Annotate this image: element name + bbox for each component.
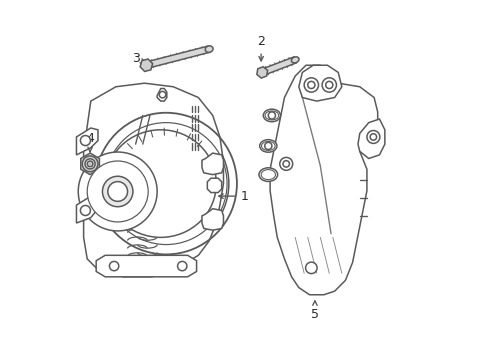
Ellipse shape: [262, 141, 275, 150]
Polygon shape: [202, 153, 223, 175]
Ellipse shape: [292, 57, 299, 63]
Ellipse shape: [105, 130, 216, 237]
Circle shape: [306, 262, 317, 274]
Circle shape: [280, 157, 293, 170]
Ellipse shape: [260, 140, 277, 152]
Ellipse shape: [259, 168, 278, 181]
Circle shape: [80, 206, 91, 216]
Text: 3: 3: [132, 51, 145, 64]
Polygon shape: [299, 65, 342, 101]
Ellipse shape: [108, 181, 127, 201]
Ellipse shape: [102, 176, 133, 207]
Circle shape: [159, 91, 166, 98]
Polygon shape: [84, 83, 223, 277]
Ellipse shape: [87, 161, 148, 222]
Circle shape: [87, 161, 93, 167]
Circle shape: [326, 81, 333, 89]
Ellipse shape: [261, 170, 275, 180]
Circle shape: [177, 261, 187, 271]
Polygon shape: [76, 196, 98, 223]
Circle shape: [85, 159, 95, 169]
Polygon shape: [270, 65, 378, 295]
Circle shape: [269, 112, 275, 119]
Ellipse shape: [263, 109, 280, 122]
Circle shape: [265, 142, 272, 149]
Polygon shape: [202, 209, 223, 230]
Ellipse shape: [265, 111, 279, 120]
Polygon shape: [96, 255, 196, 277]
Ellipse shape: [78, 152, 157, 231]
Polygon shape: [207, 178, 221, 193]
Text: 1: 1: [219, 190, 248, 203]
Text: 5: 5: [311, 301, 319, 321]
Text: 4: 4: [86, 132, 94, 152]
Text: 2: 2: [257, 35, 265, 61]
Circle shape: [370, 134, 377, 140]
Ellipse shape: [93, 117, 229, 250]
Polygon shape: [140, 59, 152, 72]
Polygon shape: [257, 67, 268, 78]
Polygon shape: [358, 119, 385, 158]
Polygon shape: [146, 46, 210, 68]
Circle shape: [308, 81, 315, 89]
Circle shape: [367, 131, 380, 143]
Polygon shape: [76, 128, 98, 155]
Circle shape: [109, 261, 119, 271]
Circle shape: [80, 135, 91, 145]
Circle shape: [283, 161, 290, 167]
Polygon shape: [261, 57, 296, 76]
Ellipse shape: [205, 46, 213, 53]
Circle shape: [304, 78, 319, 92]
Polygon shape: [157, 89, 167, 101]
Circle shape: [82, 156, 98, 172]
Circle shape: [322, 78, 337, 92]
Polygon shape: [81, 153, 99, 175]
